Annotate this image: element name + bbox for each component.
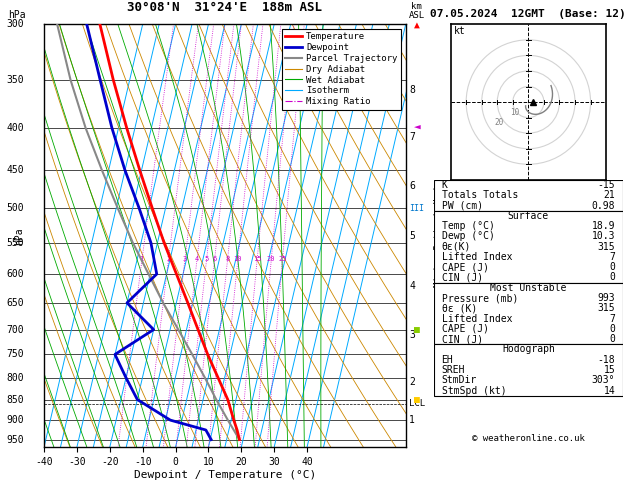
- Text: ▲: ▲: [414, 19, 420, 29]
- Text: 2: 2: [409, 377, 415, 387]
- Text: Lifted Index: Lifted Index: [442, 313, 512, 324]
- Text: 14: 14: [603, 385, 615, 396]
- Text: 8: 8: [409, 85, 415, 95]
- Text: 0.98: 0.98: [592, 201, 615, 210]
- Text: 20: 20: [494, 119, 503, 127]
- Text: 3: 3: [409, 330, 415, 340]
- Text: 500: 500: [6, 203, 24, 213]
- Text: Mixing Ratio (g/kg): Mixing Ratio (g/kg): [434, 185, 443, 287]
- Text: Totals Totals: Totals Totals: [442, 190, 518, 200]
- Text: 18.9: 18.9: [592, 221, 615, 231]
- Text: © weatheronline.co.uk: © weatheronline.co.uk: [472, 434, 585, 443]
- Text: K: K: [442, 180, 447, 190]
- Text: 21: 21: [603, 190, 615, 200]
- Text: 650: 650: [6, 298, 24, 308]
- Text: 30°08'N  31°24'E  188m ASL: 30°08'N 31°24'E 188m ASL: [127, 1, 323, 14]
- Text: StmDir: StmDir: [442, 375, 477, 385]
- Text: 25: 25: [278, 256, 287, 262]
- Text: ◄: ◄: [414, 123, 420, 133]
- Text: 315: 315: [598, 303, 615, 313]
- Text: 400: 400: [6, 123, 24, 133]
- Text: ■: ■: [414, 395, 420, 404]
- Text: 5: 5: [409, 231, 415, 241]
- Text: 10: 10: [509, 107, 519, 117]
- Legend: Temperature, Dewpoint, Parcel Trajectory, Dry Adiabat, Wet Adiabat, Isotherm, Mi: Temperature, Dewpoint, Parcel Trajectory…: [282, 29, 401, 110]
- Text: ■: ■: [414, 325, 420, 334]
- Text: CIN (J): CIN (J): [442, 273, 482, 282]
- Text: 315: 315: [598, 242, 615, 252]
- Text: CIN (J): CIN (J): [442, 334, 482, 344]
- Text: 900: 900: [6, 415, 24, 425]
- Text: 7: 7: [610, 313, 615, 324]
- Text: 993: 993: [598, 293, 615, 303]
- Text: 2: 2: [166, 256, 170, 262]
- Text: 0: 0: [610, 262, 615, 272]
- Text: LCL: LCL: [409, 399, 425, 408]
- Text: 0: 0: [610, 273, 615, 282]
- Text: Most Unstable: Most Unstable: [490, 283, 567, 293]
- Text: Temp (°C): Temp (°C): [442, 221, 494, 231]
- Bar: [434, 283, 623, 344]
- Text: 10: 10: [233, 256, 242, 262]
- Text: 450: 450: [6, 165, 24, 175]
- Text: hPa: hPa: [14, 227, 24, 244]
- Text: 20: 20: [267, 256, 276, 262]
- Text: 6: 6: [212, 256, 216, 262]
- Text: 350: 350: [6, 75, 24, 85]
- Text: 800: 800: [6, 373, 24, 382]
- Text: 1: 1: [409, 415, 415, 425]
- Text: 1: 1: [140, 256, 144, 262]
- Text: 3: 3: [182, 256, 187, 262]
- Text: θε (K): θε (K): [442, 303, 477, 313]
- Text: Pressure (mb): Pressure (mb): [442, 293, 518, 303]
- Text: 750: 750: [6, 349, 24, 360]
- Text: 700: 700: [6, 325, 24, 334]
- Text: 7: 7: [409, 132, 415, 142]
- Text: 600: 600: [6, 269, 24, 279]
- Text: 850: 850: [6, 395, 24, 404]
- Text: CAPE (J): CAPE (J): [442, 262, 489, 272]
- Text: -18: -18: [598, 355, 615, 364]
- Bar: [434, 180, 623, 210]
- Text: III: III: [409, 204, 425, 213]
- Text: 7: 7: [610, 252, 615, 262]
- Text: 07.05.2024  12GMT  (Base: 12): 07.05.2024 12GMT (Base: 12): [430, 9, 626, 19]
- Text: 10.3: 10.3: [592, 231, 615, 242]
- Text: CAPE (J): CAPE (J): [442, 324, 489, 334]
- Text: 5: 5: [204, 256, 208, 262]
- Text: EH: EH: [442, 355, 454, 364]
- Text: 15: 15: [603, 365, 615, 375]
- Text: Surface: Surface: [508, 211, 549, 221]
- Bar: [434, 344, 623, 396]
- Text: Lifted Index: Lifted Index: [442, 252, 512, 262]
- Text: 15: 15: [253, 256, 261, 262]
- Text: km
ASL: km ASL: [408, 2, 425, 20]
- Text: 6: 6: [409, 181, 415, 191]
- Text: 0: 0: [610, 324, 615, 334]
- Text: 0: 0: [610, 334, 615, 344]
- Text: -15: -15: [598, 180, 615, 190]
- Text: Hodograph: Hodograph: [502, 345, 555, 354]
- Text: hPa: hPa: [8, 10, 26, 20]
- Text: 8: 8: [225, 256, 230, 262]
- Text: θε(K): θε(K): [442, 242, 471, 252]
- Text: 4: 4: [194, 256, 199, 262]
- Text: SREH: SREH: [442, 365, 465, 375]
- X-axis label: Dewpoint / Temperature (°C): Dewpoint / Temperature (°C): [134, 469, 316, 480]
- Text: kt: kt: [454, 26, 465, 35]
- Text: 300: 300: [6, 19, 24, 29]
- Text: 4: 4: [409, 281, 415, 291]
- Text: 550: 550: [6, 238, 24, 248]
- Text: PW (cm): PW (cm): [442, 201, 482, 210]
- Text: StmSpd (kt): StmSpd (kt): [442, 385, 506, 396]
- Text: 950: 950: [6, 434, 24, 445]
- Bar: [434, 210, 623, 283]
- Text: Dewp (°C): Dewp (°C): [442, 231, 494, 242]
- Text: 303°: 303°: [592, 375, 615, 385]
